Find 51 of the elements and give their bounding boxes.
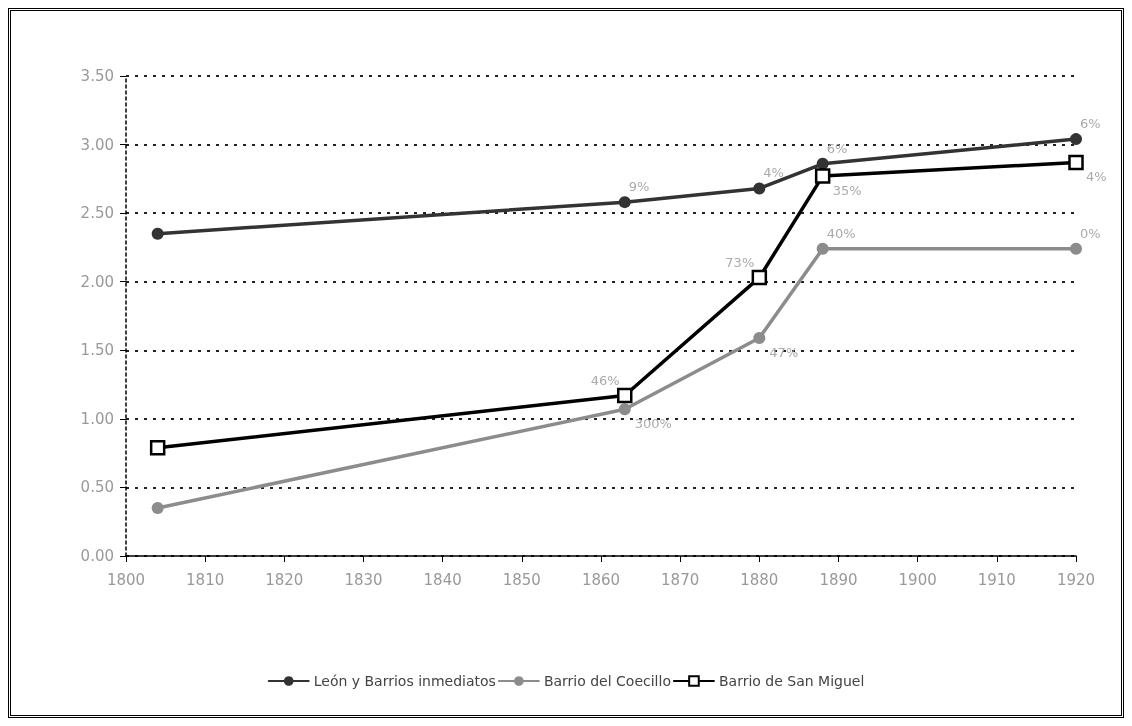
point xyxy=(151,227,164,240)
annotation: 300% xyxy=(634,416,672,432)
annotation: 35% xyxy=(832,183,862,199)
y-tick-label: 1.00 xyxy=(80,409,114,428)
point xyxy=(753,182,766,195)
x-tick-label: 1810 xyxy=(186,570,225,589)
point xyxy=(816,157,829,170)
y-tick-label: 2.00 xyxy=(80,272,114,291)
y-tick-label: 0.50 xyxy=(80,478,114,497)
point xyxy=(1070,242,1082,255)
x-tick-label: 1840 xyxy=(423,570,462,589)
y-tick-label: 3.00 xyxy=(80,135,114,154)
y-tick-label: 3.50 xyxy=(80,67,114,85)
x-tick-label: 1900 xyxy=(898,570,937,589)
point xyxy=(617,387,633,404)
x-tick-label: 1870 xyxy=(661,570,700,589)
annotation: 4% xyxy=(1086,169,1107,185)
annotation: 40% xyxy=(826,225,856,241)
y-tick-label: 0.00 xyxy=(80,547,114,565)
annotation: 73% xyxy=(725,254,755,270)
point xyxy=(618,196,631,209)
point xyxy=(816,242,829,255)
annotation: 6% xyxy=(1080,116,1101,132)
x-tick-label: 1830 xyxy=(344,570,383,589)
legend-label: León y Barrios inmediatos xyxy=(313,673,496,689)
x-tick-label: 1890 xyxy=(819,570,858,589)
point xyxy=(149,439,166,456)
point xyxy=(1070,133,1082,146)
annotation: 47% xyxy=(769,344,799,360)
legend-label: Barrio del Coecillo xyxy=(543,673,671,689)
point xyxy=(814,168,831,184)
annotation: 0% xyxy=(1080,225,1101,241)
x-tick-label: 1800 xyxy=(106,570,146,589)
annotation: 46% xyxy=(590,372,620,388)
annotation: 6% xyxy=(826,140,848,156)
legend-label: Barrio de San Miguel xyxy=(718,673,865,689)
x-tick-label: 1850 xyxy=(502,570,541,589)
point xyxy=(751,269,768,286)
x-tick-label: 1910 xyxy=(977,570,1016,589)
x-tick-label: 1820 xyxy=(265,570,304,589)
y-tick-label: 1.50 xyxy=(80,341,114,360)
point xyxy=(151,502,164,514)
y-tick-label: 2.50 xyxy=(80,204,114,223)
x-tick-label: 1860 xyxy=(581,570,621,589)
point xyxy=(753,331,766,344)
point xyxy=(618,403,631,416)
x-tick-label: 1880 xyxy=(740,570,779,589)
annotation: 4% xyxy=(763,165,784,181)
x-tick-label: 1920 xyxy=(1056,570,1096,589)
point xyxy=(1068,154,1084,171)
annotation: 9% xyxy=(628,179,650,195)
